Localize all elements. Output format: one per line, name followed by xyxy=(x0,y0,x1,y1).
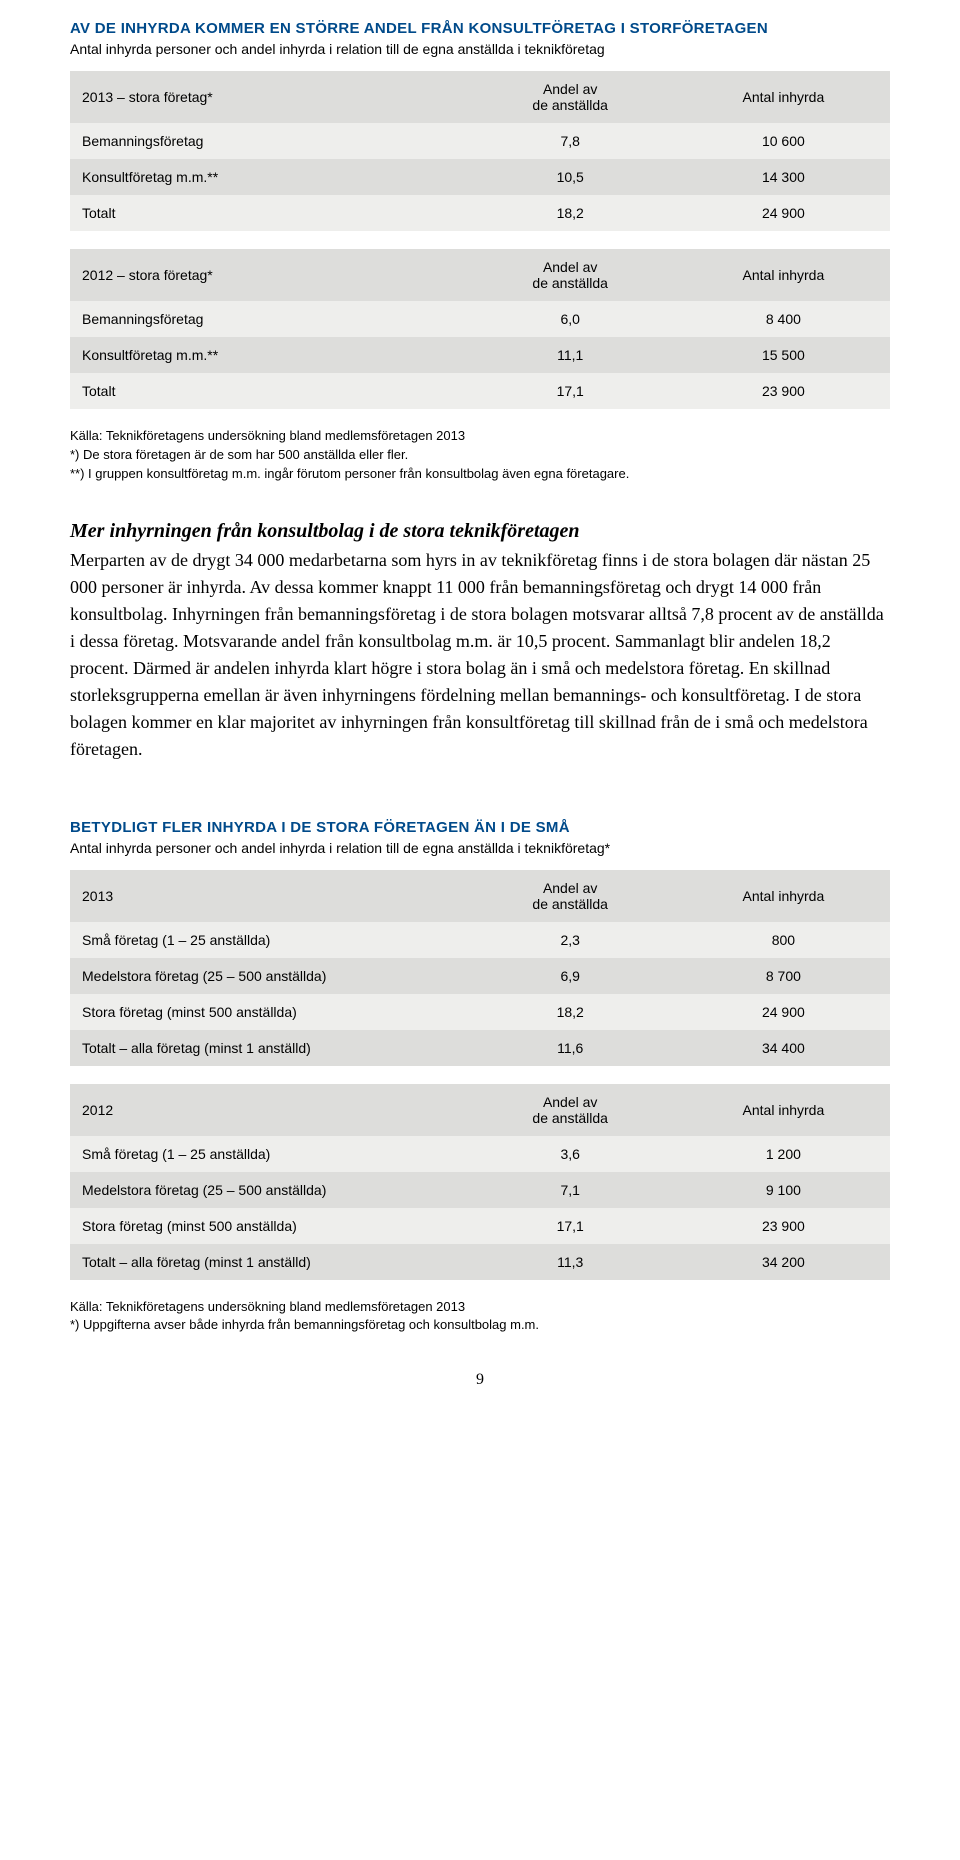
table-header: Antal inhyrda xyxy=(677,870,890,922)
section2-table-a: 2013 Andel av de anställda Antal inhyrda… xyxy=(70,870,890,1066)
table-header: Antal inhyrda xyxy=(677,1084,890,1136)
table-row: Konsultföretag m.m.**11,115 500 xyxy=(70,337,890,373)
section1-table-a: 2013 – stora företag* Andel av de anstäl… xyxy=(70,71,890,231)
section1-table-b: 2012 – stora företag* Andel av de anstäl… xyxy=(70,249,890,409)
table-row: Små företag (1 – 25 anställda)3,61 200 xyxy=(70,1136,890,1172)
table-row: Stora företag (minst 500 anställda)18,22… xyxy=(70,994,890,1030)
body-heading: Mer inhyrningen från konsultbolag i de s… xyxy=(70,520,890,543)
table-row: Totalt17,123 900 xyxy=(70,373,890,409)
section2-footnote: Källa: Teknikföretagens undersökning bla… xyxy=(70,1298,890,1336)
table-row: Medelstora företag (25 – 500 anställda)6… xyxy=(70,958,890,994)
table-header: 2012 xyxy=(70,1084,464,1136)
table-header: Andel av de anställda xyxy=(464,1084,677,1136)
table-row: Totalt18,224 900 xyxy=(70,195,890,231)
table-row: Bemanningsföretag7,810 600 xyxy=(70,123,890,159)
table-row: Stora företag (minst 500 anställda)17,12… xyxy=(70,1208,890,1244)
section1-subtitle: Antal inhyrda personer och andel inhyrda… xyxy=(70,41,890,57)
table-row: Bemanningsföretag6,08 400 xyxy=(70,301,890,337)
table-row: Konsultföretag m.m.**10,514 300 xyxy=(70,159,890,195)
table-row: Små företag (1 – 25 anställda)2,3800 xyxy=(70,922,890,958)
page-number: 9 xyxy=(70,1371,890,1389)
table-header: Andel av de anställda xyxy=(464,71,677,123)
table-header: 2012 – stora företag* xyxy=(70,249,464,301)
section2-table-b: 2012 Andel av de anställda Antal inhyrda… xyxy=(70,1084,890,1280)
body-text: Merparten av de drygt 34 000 medarbetarn… xyxy=(70,547,890,763)
table-header: Andel av de anställda xyxy=(464,249,677,301)
section2-subtitle: Antal inhyrda personer och andel inhyrda… xyxy=(70,840,890,856)
section1-footnote: Källa: Teknikföretagens undersökning bla… xyxy=(70,427,890,484)
section2-title: BETYDLIGT FLER INHYRDA I DE STORA FÖRETA… xyxy=(70,819,890,836)
table-header: 2013 – stora företag* xyxy=(70,71,464,123)
table-row: Medelstora företag (25 – 500 anställda)7… xyxy=(70,1172,890,1208)
table-row: Totalt – alla företag (minst 1 anställd)… xyxy=(70,1030,890,1066)
table-header: 2013 xyxy=(70,870,464,922)
section1-title: AV DE INHYRDA KOMMER EN STÖRRE ANDEL FRÅ… xyxy=(70,20,890,37)
table-row: Totalt – alla företag (minst 1 anställd)… xyxy=(70,1244,890,1280)
table-header: Antal inhyrda xyxy=(677,249,890,301)
table-header: Antal inhyrda xyxy=(677,71,890,123)
table-header: Andel av de anställda xyxy=(464,870,677,922)
